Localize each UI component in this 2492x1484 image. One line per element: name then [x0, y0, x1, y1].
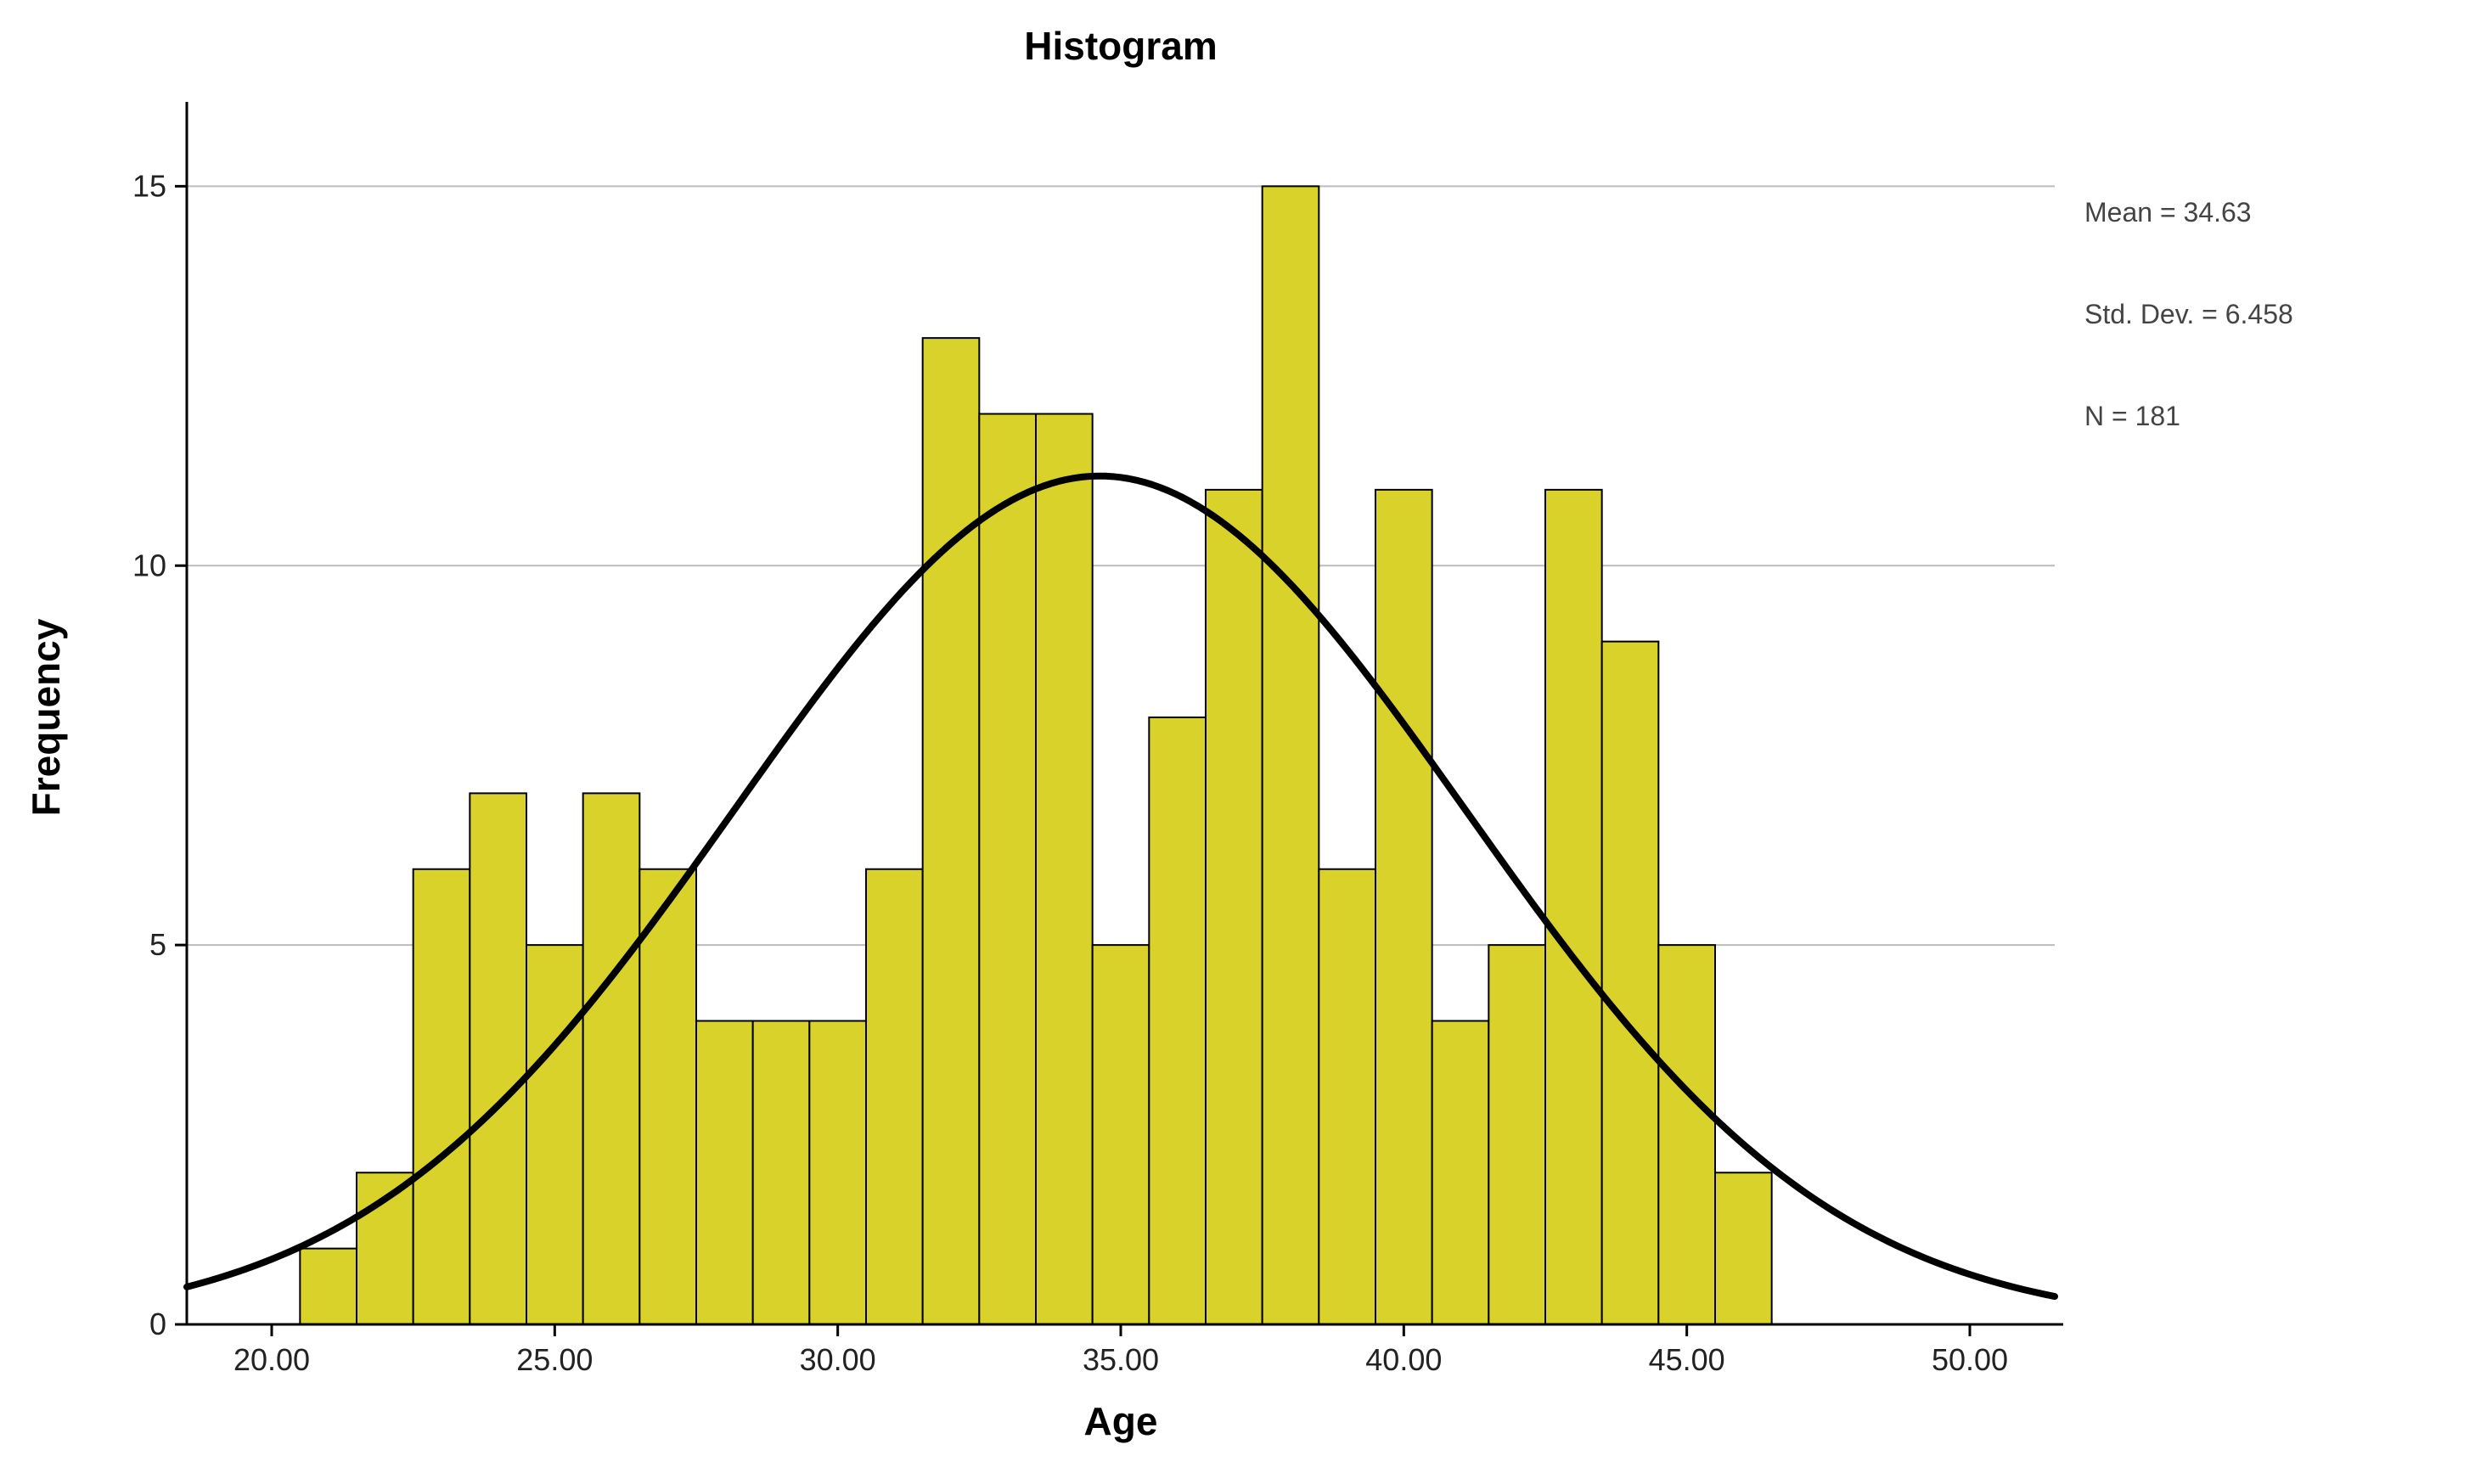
histogram-bar: [1658, 945, 1715, 1324]
histogram-bar: [1375, 490, 1432, 1324]
histogram-bar: [583, 793, 640, 1324]
x-axis-label: Age: [1084, 1399, 1158, 1443]
x-tick-label: 40.00: [1365, 1342, 1442, 1377]
histogram-bar: [1319, 869, 1375, 1324]
histogram-bar: [1545, 490, 1602, 1324]
y-axis-label: Frequency: [24, 618, 68, 816]
histogram-bar: [1263, 186, 1319, 1324]
histogram-bar: [1432, 1021, 1489, 1325]
y-tick-label: 10: [132, 548, 166, 582]
stats-std: Std. Dev. = 6.458: [2084, 297, 2293, 331]
histogram-bar: [696, 1021, 753, 1325]
x-tick-label: 20.00: [233, 1342, 310, 1377]
histogram-bar: [979, 414, 1036, 1325]
histogram-bar: [866, 869, 923, 1324]
chart-title: Histogram: [1024, 24, 1217, 68]
histogram-bar: [1206, 490, 1263, 1324]
stats-mean: Mean = 34.63: [2084, 195, 2293, 229]
histogram-bar: [1149, 717, 1206, 1324]
histogram-bar: [923, 338, 980, 1324]
histogram-bar: [1715, 1172, 1772, 1324]
histogram-bar: [1488, 945, 1545, 1324]
histogram-bar: [526, 945, 583, 1324]
histogram-bar: [470, 793, 526, 1324]
stats-box: Mean = 34.63 Std. Dev. = 6.458 N = 181: [2084, 127, 2293, 501]
stats-n: N = 181: [2084, 399, 2293, 433]
histogram-bar: [753, 1021, 810, 1325]
histogram-bar: [1602, 642, 1659, 1324]
x-tick-label: 45.00: [1649, 1342, 1725, 1377]
histogram-bar: [639, 869, 696, 1324]
x-tick-label: 50.00: [1932, 1342, 2008, 1377]
histogram-bar: [1036, 414, 1093, 1325]
histogram-bar: [809, 1021, 866, 1325]
y-tick-label: 0: [149, 1307, 166, 1341]
histogram-bar: [1093, 945, 1150, 1324]
histogram-chart: Histogram 0 5 10 15 20.00 25.00 30.00 35.00 40.00…: [0, 0, 2492, 1484]
y-tick-label: 5: [149, 927, 166, 962]
x-tick-label: 30.00: [800, 1342, 876, 1377]
y-tick-label: 15: [132, 168, 166, 203]
histogram-bar: [300, 1249, 357, 1324]
x-tick-label: 25.00: [516, 1342, 593, 1377]
histogram-bar: [413, 869, 470, 1324]
x-tick-label: 35.00: [1083, 1342, 1159, 1377]
